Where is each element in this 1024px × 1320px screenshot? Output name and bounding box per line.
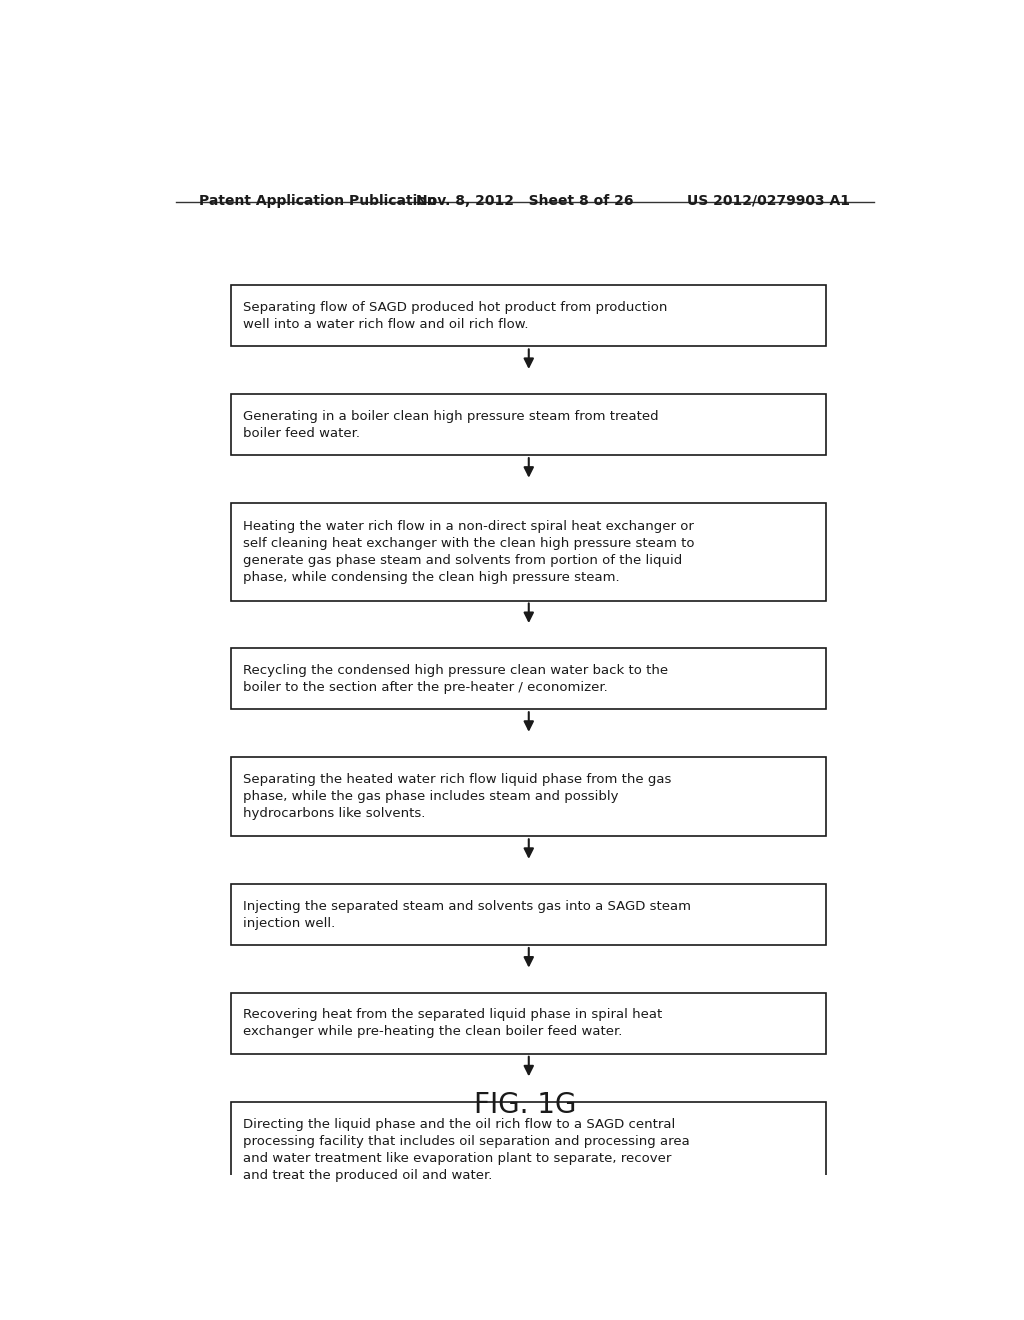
Text: Recycling the condensed high pressure clean water back to the
boiler to the sect: Recycling the condensed high pressure cl… <box>243 664 669 694</box>
Text: US 2012/0279903 A1: US 2012/0279903 A1 <box>687 194 850 209</box>
FancyBboxPatch shape <box>231 648 826 709</box>
Text: Separating flow of SAGD produced hot product from production
well into a water r: Separating flow of SAGD produced hot pro… <box>243 301 668 331</box>
Text: Recovering heat from the separated liquid phase in spiral heat
exchanger while p: Recovering heat from the separated liqui… <box>243 1008 663 1039</box>
FancyBboxPatch shape <box>231 758 826 837</box>
FancyBboxPatch shape <box>231 285 826 346</box>
Text: Patent Application Publication: Patent Application Publication <box>200 194 437 209</box>
Text: Separating the heated water rich flow liquid phase from the gas
phase, while the: Separating the heated water rich flow li… <box>243 774 672 820</box>
FancyBboxPatch shape <box>231 993 826 1053</box>
FancyBboxPatch shape <box>231 1102 826 1199</box>
Text: Directing the liquid phase and the oil rich flow to a SAGD central
processing fa: Directing the liquid phase and the oil r… <box>243 1118 690 1183</box>
FancyBboxPatch shape <box>231 884 826 945</box>
Text: Injecting the separated steam and solvents gas into a SAGD steam
injection well.: Injecting the separated steam and solven… <box>243 900 691 929</box>
Text: FIG. 1G: FIG. 1G <box>474 1090 575 1119</box>
FancyBboxPatch shape <box>231 503 826 601</box>
FancyBboxPatch shape <box>231 395 826 455</box>
Text: Heating the water rich flow in a non-direct spiral heat exchanger or
self cleani: Heating the water rich flow in a non-dir… <box>243 520 694 583</box>
Text: Nov. 8, 2012   Sheet 8 of 26: Nov. 8, 2012 Sheet 8 of 26 <box>416 194 634 209</box>
Text: Generating in a boiler clean high pressure steam from treated
boiler feed water.: Generating in a boiler clean high pressu… <box>243 409 658 440</box>
